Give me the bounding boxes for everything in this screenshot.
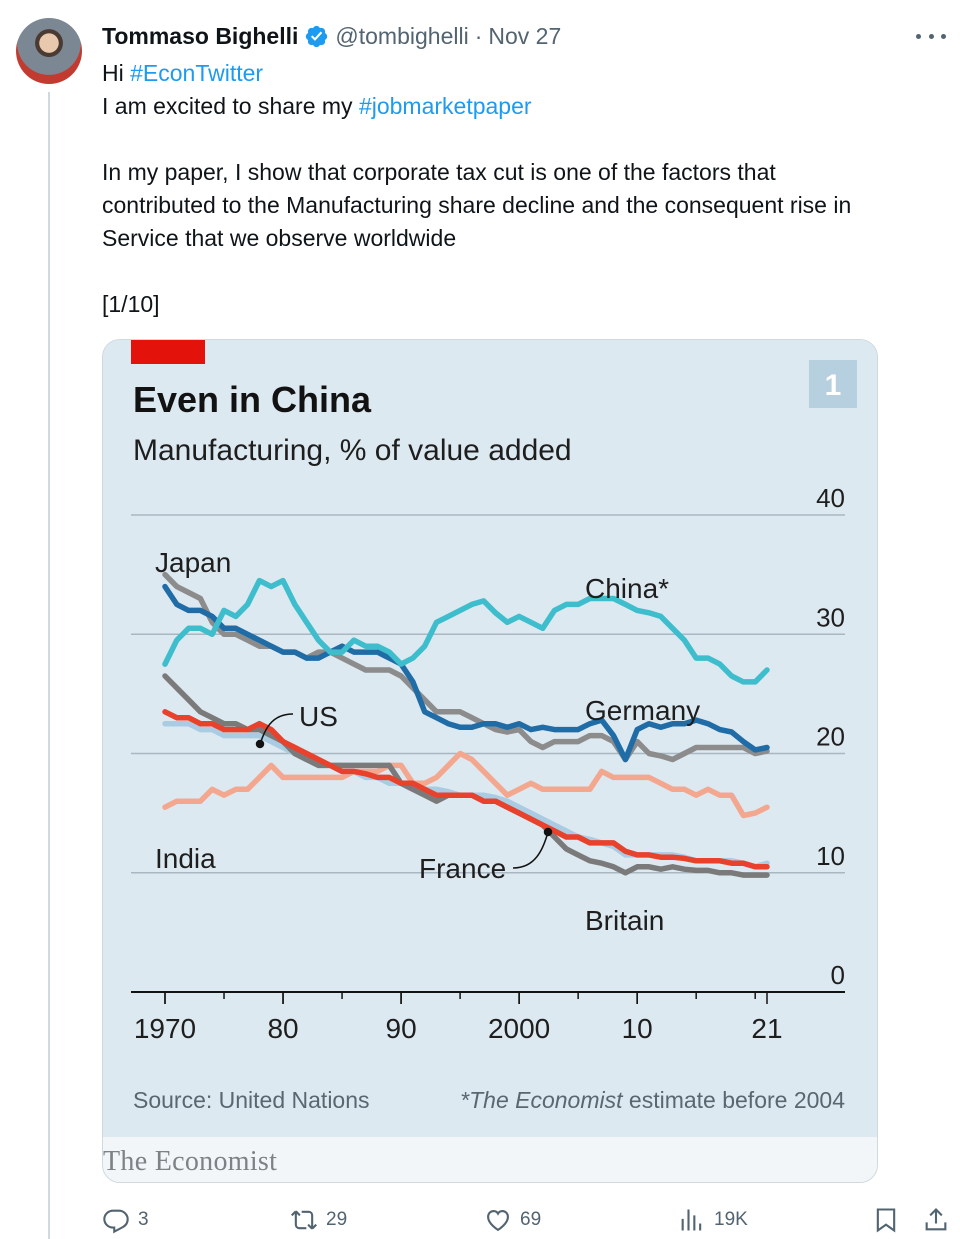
- chart-number-badge: [809, 360, 857, 408]
- like-icon: [487, 1209, 509, 1232]
- france-leader-dot: [543, 827, 553, 837]
- chart-svg: Even in China Manufacturing, % of value …: [103, 340, 877, 1182]
- bookmark-icon: [876, 1208, 896, 1233]
- tweet-text: Hi #EconTwitter I am excited to share my…: [102, 57, 952, 321]
- label-japan: Japan: [155, 547, 231, 578]
- greeting-text: Hi: [102, 60, 131, 86]
- france-leader-line: [512, 831, 549, 869]
- label-germany: Germany: [585, 695, 700, 726]
- y-tick-label: 40: [816, 483, 845, 513]
- author-name[interactable]: Tommaso Bighelli: [102, 22, 299, 49]
- series-line-china: [162, 577, 770, 685]
- economist-red-tag: [131, 340, 205, 364]
- tweet-line-1: Hi #EconTwitter: [102, 57, 952, 90]
- economist-wordmark: The Economist: [103, 1146, 278, 1177]
- share-icon: [925, 1208, 947, 1231]
- label-france: France: [419, 853, 506, 884]
- series-line-germany: [162, 583, 770, 763]
- hashtag-jobmarketpaper[interactable]: #jobmarketpaper: [358, 93, 532, 119]
- tweet-paragraph-line-3: Service that we observe worldwide: [102, 225, 457, 251]
- author-handle[interactable]: @tombighelli: [335, 22, 469, 49]
- label-china: China*: [585, 573, 669, 604]
- views-button[interactable]: 19K: [678, 1200, 748, 1239]
- tweet-line-2: I am excited to share my #jobmarketpaper: [102, 90, 952, 123]
- thread-counter: [1/10]: [102, 291, 160, 317]
- x-tick-label: 10: [622, 1013, 653, 1044]
- tweet-paragraph-line-1: In my paper, I show that corporate tax c…: [102, 159, 776, 185]
- like-button[interactable]: 69: [484, 1200, 541, 1239]
- like-count: 69: [520, 1209, 542, 1230]
- chart-subtitle: Manufacturing, % of value added: [133, 434, 572, 467]
- bookmark-button[interactable]: [872, 1200, 908, 1239]
- y-tick-label: 10: [816, 841, 845, 871]
- reply-count: 3: [138, 1209, 149, 1230]
- author-avatar[interactable]: [16, 18, 82, 84]
- views-icon: [681, 1209, 702, 1231]
- chart-note: *The Economist estimate before 2004: [460, 1087, 845, 1113]
- tweet-date[interactable]: Nov 27: [488, 22, 562, 49]
- retweet-button[interactable]: 29: [290, 1200, 347, 1239]
- chart-note-italic: *The Economist: [460, 1087, 624, 1113]
- x-tick-label: 1970: [134, 1013, 196, 1044]
- series-line-france: [162, 709, 770, 870]
- tweet-header: Tommaso Bighelli @tombighelli · Nov 27: [102, 20, 561, 52]
- retweet-icon: [291, 1210, 317, 1230]
- label-britain: Britain: [585, 905, 664, 936]
- share-button[interactable]: [922, 1200, 958, 1239]
- label-us: US: [299, 701, 338, 732]
- x-tick-label: 90: [386, 1013, 417, 1044]
- chart-source: Source: United Nations: [133, 1087, 370, 1113]
- chart-title: Even in China: [133, 379, 372, 420]
- more-options-icon[interactable]: [916, 24, 946, 48]
- economist-footer: [103, 1137, 877, 1182]
- tweet-actions: 3 29 69 19K: [102, 1200, 952, 1239]
- retweet-count: 29: [326, 1209, 348, 1230]
- views-count: 19K: [714, 1209, 748, 1230]
- announce-text: I am excited to share my: [102, 93, 359, 119]
- y-tick-label: 30: [816, 602, 845, 632]
- reply-button[interactable]: 3: [102, 1200, 149, 1239]
- label-india: India: [155, 843, 216, 874]
- separator-dot: ·: [474, 22, 483, 49]
- chart-note-rest: estimate before 2004: [623, 1087, 846, 1113]
- verified-badge-icon: [306, 25, 328, 47]
- us-leader-dot: [255, 739, 265, 749]
- chart-number-text: 1: [825, 369, 842, 402]
- x-tick-label: 21: [751, 1013, 782, 1044]
- x-tick-label: 2000: [488, 1013, 550, 1044]
- y-tick-label: 20: [816, 722, 845, 752]
- tweet-media-card[interactable]: Even in China Manufacturing, % of value …: [102, 339, 878, 1183]
- reply-icon: [103, 1209, 129, 1234]
- x-tick-label: 80: [267, 1013, 298, 1044]
- hashtag-econtwitter[interactable]: #EconTwitter: [130, 60, 264, 86]
- tweet-paragraph-line-2: contributed to the Manufacturing share d…: [102, 192, 852, 218]
- thread-connector-line: [48, 92, 50, 1239]
- y-tick-label: 0: [831, 960, 845, 990]
- series-line-india: [162, 750, 770, 819]
